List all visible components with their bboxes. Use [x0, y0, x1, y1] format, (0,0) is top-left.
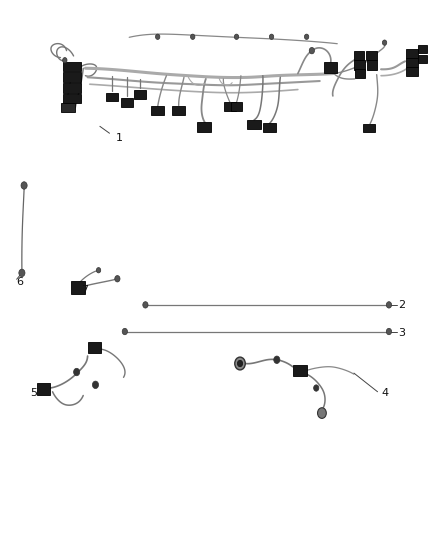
FancyBboxPatch shape	[418, 45, 427, 53]
FancyBboxPatch shape	[88, 342, 101, 353]
Circle shape	[382, 40, 387, 45]
Circle shape	[191, 34, 195, 39]
FancyBboxPatch shape	[367, 60, 377, 69]
Text: 3: 3	[399, 328, 406, 338]
Circle shape	[309, 47, 314, 54]
FancyBboxPatch shape	[366, 51, 377, 60]
Circle shape	[304, 34, 309, 39]
Circle shape	[269, 34, 274, 39]
FancyBboxPatch shape	[37, 383, 50, 395]
Text: 2: 2	[399, 301, 406, 310]
FancyBboxPatch shape	[406, 49, 417, 58]
FancyBboxPatch shape	[263, 123, 276, 132]
FancyBboxPatch shape	[354, 60, 365, 69]
FancyBboxPatch shape	[231, 102, 243, 111]
FancyBboxPatch shape	[406, 58, 417, 67]
Circle shape	[155, 34, 160, 39]
FancyBboxPatch shape	[364, 124, 375, 132]
Circle shape	[96, 268, 101, 273]
Circle shape	[274, 356, 280, 364]
FancyBboxPatch shape	[172, 106, 185, 115]
FancyBboxPatch shape	[293, 365, 307, 376]
FancyBboxPatch shape	[324, 62, 337, 73]
FancyBboxPatch shape	[63, 72, 81, 82]
Circle shape	[21, 182, 27, 189]
Circle shape	[19, 269, 25, 277]
FancyBboxPatch shape	[71, 281, 85, 294]
Text: 5: 5	[30, 389, 37, 398]
Circle shape	[237, 360, 243, 367]
FancyBboxPatch shape	[406, 67, 417, 76]
FancyBboxPatch shape	[197, 122, 211, 132]
FancyBboxPatch shape	[247, 119, 261, 128]
FancyBboxPatch shape	[418, 54, 427, 62]
FancyBboxPatch shape	[63, 83, 81, 93]
Text: 1: 1	[116, 133, 123, 142]
Text: 7: 7	[81, 286, 88, 295]
FancyBboxPatch shape	[134, 90, 146, 99]
Circle shape	[234, 34, 239, 39]
Circle shape	[386, 328, 392, 335]
FancyBboxPatch shape	[61, 103, 75, 112]
Circle shape	[74, 368, 80, 376]
FancyBboxPatch shape	[121, 98, 133, 107]
Circle shape	[115, 276, 120, 282]
Circle shape	[122, 328, 127, 335]
Text: 4: 4	[381, 389, 388, 398]
FancyBboxPatch shape	[106, 93, 117, 101]
FancyBboxPatch shape	[355, 69, 365, 78]
Text: 6: 6	[17, 278, 24, 287]
Circle shape	[143, 302, 148, 308]
Circle shape	[386, 302, 392, 308]
FancyBboxPatch shape	[63, 62, 81, 71]
FancyBboxPatch shape	[224, 102, 236, 111]
FancyBboxPatch shape	[354, 51, 364, 60]
FancyBboxPatch shape	[151, 106, 164, 115]
Circle shape	[92, 381, 99, 389]
Circle shape	[318, 408, 326, 418]
Circle shape	[314, 385, 319, 391]
FancyBboxPatch shape	[63, 94, 81, 103]
Circle shape	[235, 357, 245, 370]
Circle shape	[63, 58, 67, 63]
